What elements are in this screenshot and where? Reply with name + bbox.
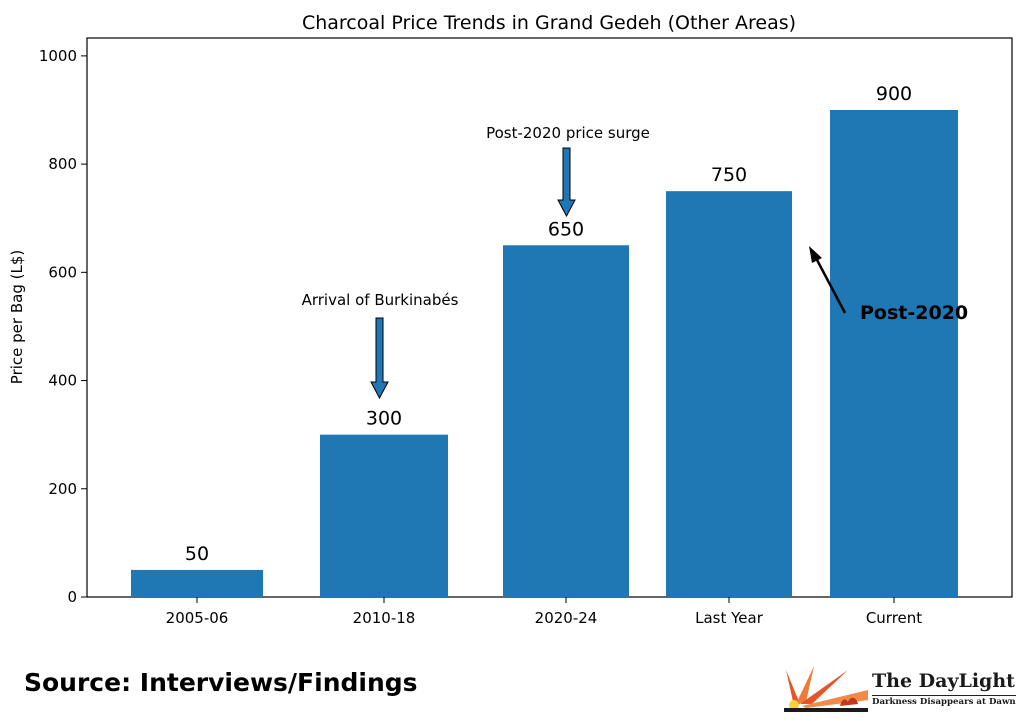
annotation-label: Post-2020: [860, 302, 968, 324]
annotation-arrow-down: [370, 317, 389, 400]
data-labels: 50 300 650 750 900: [185, 83, 912, 565]
y-tick-label: 600: [48, 263, 77, 281]
y-tick-label: 400: [48, 372, 77, 390]
daylight-logo: The DayLight Darkness Disappears at Dawn: [784, 664, 1016, 712]
y-tick-label: 800: [48, 155, 77, 173]
source-note: Source: Interviews/Findings: [24, 668, 418, 697]
y-tick-label: 200: [48, 480, 77, 498]
y-axis-label: Price per Bag (L$): [8, 250, 26, 384]
annotation-label: Arrival of Burkinabés: [302, 291, 459, 309]
bar: [666, 191, 792, 597]
bar: [830, 109, 958, 597]
y-axis: 0 200 400 600 800 1000: [39, 47, 87, 606]
x-tick-label: 2005-06: [166, 609, 229, 627]
bar-value-label: 900: [876, 83, 912, 105]
annotation-arrow-line: [814, 257, 847, 314]
y-tick-label: 0: [67, 588, 77, 606]
annotation-label: Post-2020 price surge: [486, 124, 650, 142]
annotation-arrowhead: [809, 246, 822, 263]
x-tick-label: 2020-24: [535, 609, 598, 627]
bar-value-label: 750: [711, 164, 747, 186]
x-tick-label: Current: [866, 609, 922, 627]
sunrise-logo-icon: [784, 664, 870, 712]
bars: [131, 109, 958, 597]
bar: [131, 569, 263, 597]
y-tick-label: 1000: [39, 47, 77, 65]
bar-value-label: 650: [548, 218, 584, 240]
bar-value-label: 50: [185, 543, 209, 565]
x-tick-label: Last Year: [695, 609, 764, 627]
x-tick-label: 2010-18: [353, 609, 416, 627]
bar: [320, 434, 448, 597]
annotation-arrow-down: [557, 147, 576, 218]
bar-value-label: 300: [366, 408, 402, 430]
annotations: Arrival of Burkinabés Post-2020 price sur…: [302, 124, 968, 400]
chart-title: Charcoal Price Trends in Grand Gedeh (Ot…: [302, 12, 796, 34]
logo-name: The DayLight: [872, 670, 1015, 692]
logo-tagline: Darkness Disappears at Dawn: [872, 695, 1016, 707]
chart: Charcoal Price Trends in Grand Gedeh (Ot…: [8, 12, 1013, 627]
x-axis: 2005-06 2010-18 2020-24 Last Year Current: [166, 597, 922, 627]
bar: [503, 245, 629, 597]
